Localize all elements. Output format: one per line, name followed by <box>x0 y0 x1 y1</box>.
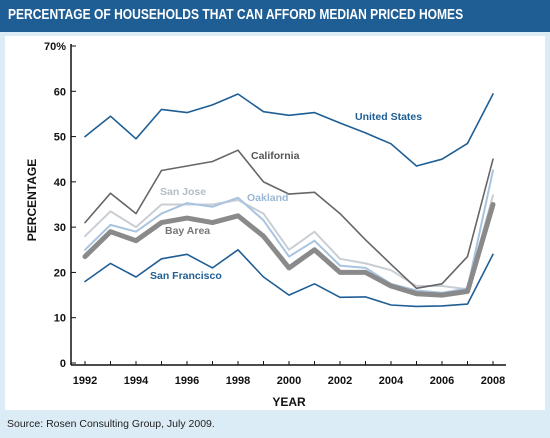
x-tick-label: 2008 <box>481 375 505 387</box>
series-label-san-francisco: San Francisco <box>150 270 222 282</box>
series-labels: United States California San Jose Oakland Ba… <box>150 111 422 282</box>
series-label-san-jose: San Jose <box>160 186 206 198</box>
series-lines <box>82 93 496 308</box>
series-label-oakland: Oakland <box>247 192 288 204</box>
axes: 0 10 20 30 40 50 60 70% 1992 1994 1996 1998 2000 2002… <box>25 41 506 409</box>
x-tick-label: 2006 <box>430 375 454 387</box>
x-axis-title: YEAR <box>272 395 306 409</box>
x-tick-label: 2002 <box>328 375 352 387</box>
series-line-san-jose <box>84 194 494 291</box>
x-tick-label: 1996 <box>175 375 199 387</box>
x-tick-label: 1994 <box>124 375 149 387</box>
source-note: Source: Rosen Consulting Group, July 200… <box>7 418 215 430</box>
series-line-bay-area <box>82 202 496 298</box>
y-tick-label: 0 <box>60 358 66 370</box>
y-tick-label: 40 <box>54 177 66 189</box>
plot-panel <box>5 36 545 410</box>
series-line-california <box>84 149 494 290</box>
series-label-bay-area: Bay Area <box>165 225 210 237</box>
x-tick-label: 1998 <box>226 375 250 387</box>
y-tick-label: 50 <box>54 132 66 144</box>
y-tick-label: 10 <box>54 313 66 325</box>
series-label-california: California <box>251 150 300 162</box>
y-tick-label: 70% <box>44 41 66 53</box>
series-line-united-states <box>84 93 494 167</box>
series-line-san-francisco <box>84 249 494 308</box>
title-bar: PERCENTAGE OF HOUSEHOLDS THAT CAN AFFORD… <box>0 0 550 32</box>
series-line-oakland <box>84 169 494 294</box>
series-label-united-states: United States <box>355 111 422 123</box>
x-tick-label: 1992 <box>73 375 97 387</box>
y-tick-label: 30 <box>54 222 66 234</box>
y-tick-label: 60 <box>54 86 66 98</box>
y-axis-title: PERCENTAGE <box>25 159 39 241</box>
x-tick-label: 2004 <box>379 375 404 387</box>
y-tick-label: 20 <box>54 267 66 279</box>
chart-title: PERCENTAGE OF HOUSEHOLDS THAT CAN AFFORD… <box>8 7 464 23</box>
x-tick-label: 2000 <box>277 375 301 387</box>
